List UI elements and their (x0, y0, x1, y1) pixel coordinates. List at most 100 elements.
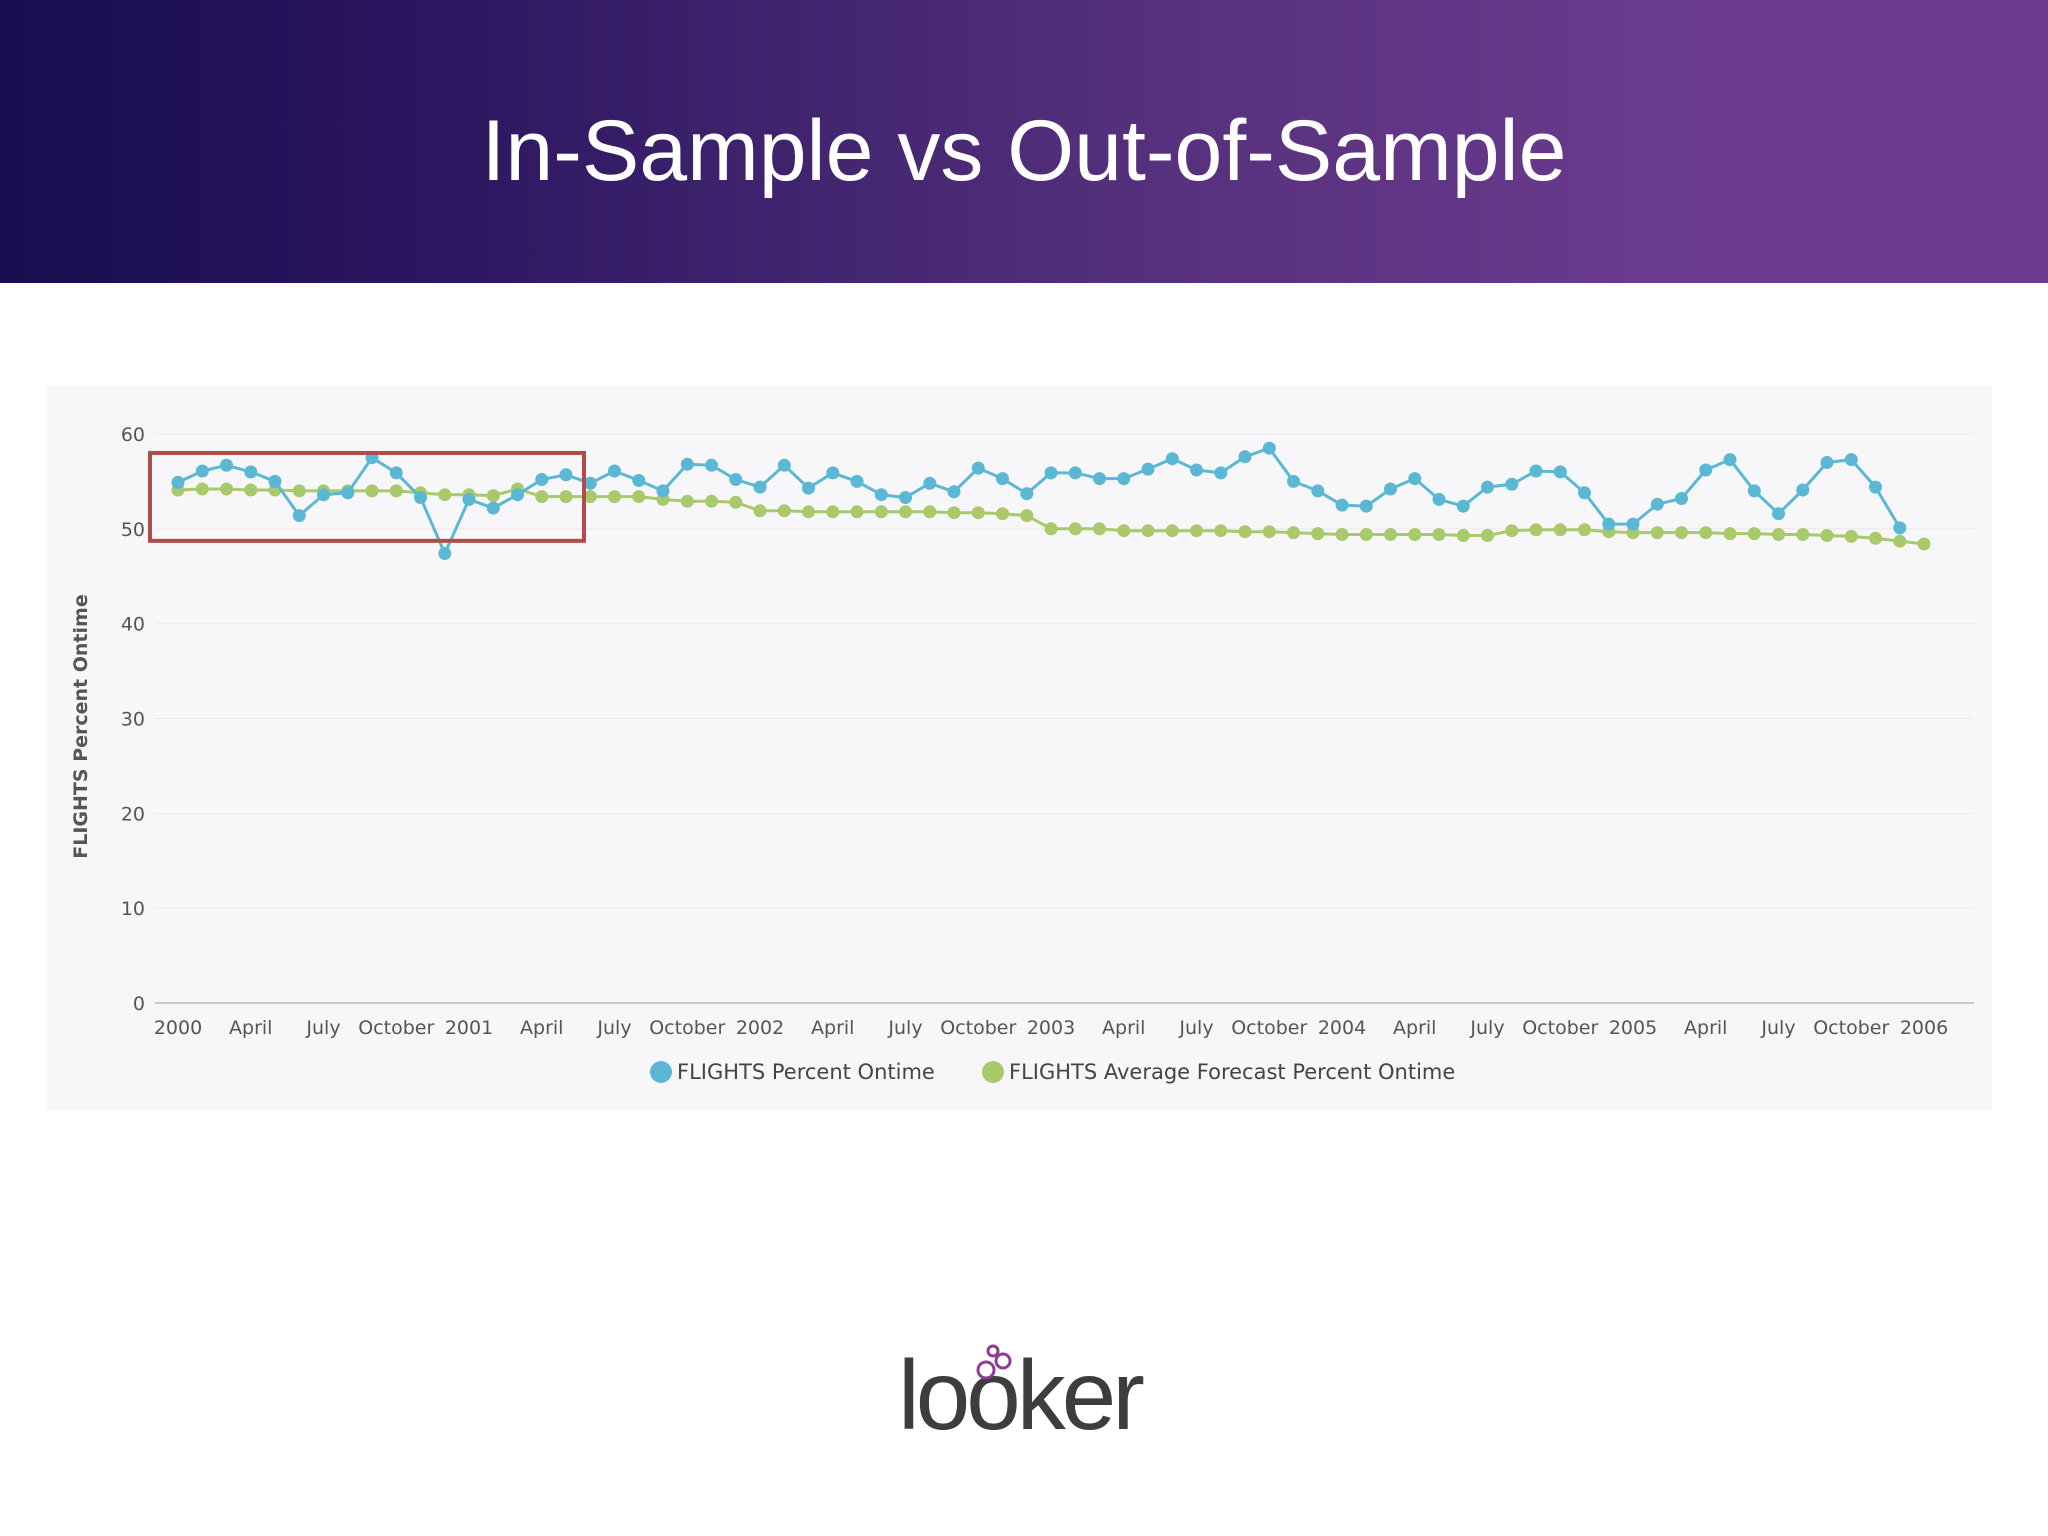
data-point (874, 505, 888, 519)
x-tick-label: April (811, 1017, 854, 1039)
data-point (1093, 522, 1106, 536)
data-point (535, 490, 549, 504)
y-tick-label: 20 (121, 803, 145, 825)
data-point (317, 488, 330, 502)
data-point (947, 485, 961, 499)
data-point (1578, 486, 1591, 500)
data-point (220, 458, 233, 472)
data-point (971, 461, 985, 475)
x-tick-label: 2003 (1027, 1017, 1075, 1039)
data-point (1165, 452, 1179, 466)
data-point (1699, 526, 1713, 540)
x-tick-label: October (940, 1017, 1016, 1039)
slide-header: In-Sample vs Out-of-Sample (0, 0, 2048, 283)
x-tick-label: April (1102, 1017, 1145, 1039)
data-point (1141, 462, 1155, 476)
data-point (1141, 524, 1155, 538)
data-point (414, 491, 427, 504)
legend-marker (982, 1061, 1004, 1083)
data-point (1650, 526, 1664, 540)
data-point (1456, 499, 1470, 513)
data-point (1044, 466, 1058, 480)
data-point (1408, 472, 1422, 486)
data-point (1917, 537, 1931, 551)
data-point (195, 464, 209, 478)
legend-label: FLIGHTS Percent Ontime (677, 1060, 935, 1084)
data-point (1020, 487, 1034, 501)
x-tick-label: October (1813, 1017, 1889, 1039)
data-point (171, 475, 185, 489)
x-tick-label: July (1178, 1017, 1213, 1039)
data-point (971, 506, 985, 520)
data-point (365, 484, 379, 498)
data-point (729, 473, 743, 486)
data-point (1359, 499, 1373, 513)
data-point (1675, 492, 1688, 505)
data-point (1044, 522, 1058, 536)
x-tick-label: 2004 (1318, 1017, 1366, 1039)
data-point (244, 465, 258, 479)
data-point (1505, 524, 1519, 538)
data-point (802, 505, 815, 519)
y-tick-label: 0 (133, 993, 145, 1015)
data-point (850, 474, 864, 488)
data-point (1214, 466, 1228, 480)
data-point (1190, 463, 1203, 477)
data-point (1529, 523, 1543, 537)
data-point (1820, 456, 1834, 469)
data-point (220, 482, 233, 496)
data-point (1384, 482, 1397, 496)
data-point (1675, 526, 1688, 540)
data-point (1020, 509, 1034, 523)
logo-circles-icon (976, 1344, 1012, 1380)
data-point (1796, 483, 1810, 497)
data-point (1287, 474, 1300, 488)
data-point (1335, 498, 1349, 512)
y-tick-label: 10 (121, 898, 145, 920)
data-point (1165, 524, 1179, 538)
data-point (1238, 525, 1252, 539)
data-point (389, 484, 403, 498)
data-point (1456, 529, 1470, 542)
data-point (1893, 521, 1907, 535)
data-point (1578, 523, 1591, 537)
data-point (1772, 528, 1785, 541)
line-chart: 0 10 20 30 40 50 60 FLIGHTS Percent Ontime 2000 A… (70, 424, 1974, 1084)
logo-wordmark: looker (898, 1340, 1145, 1450)
data-point (996, 507, 1009, 521)
data-point (680, 494, 694, 508)
data-point (1432, 528, 1446, 541)
data-point (1723, 527, 1737, 541)
x-tick-label: April (1393, 1017, 1436, 1039)
x-tick-label: October (1522, 1017, 1598, 1039)
data-point (1481, 529, 1494, 542)
data-point (1214, 524, 1228, 538)
data-point (559, 468, 573, 482)
data-point (1190, 524, 1203, 538)
x-tick-label: July (596, 1017, 631, 1039)
data-point (1505, 477, 1519, 491)
data-point (608, 490, 621, 504)
x-tick-label: 2006 (1900, 1017, 1948, 1039)
data-point (608, 464, 621, 478)
data-point (341, 486, 355, 500)
x-tick-label: October (1231, 1017, 1307, 1039)
legend-marker (650, 1061, 672, 1083)
data-point (486, 489, 500, 503)
data-point (826, 466, 840, 480)
data-point (195, 482, 209, 496)
y-tick-label: 60 (121, 424, 145, 446)
x-tick-label: April (229, 1017, 272, 1039)
data-point (1432, 492, 1446, 506)
data-point (583, 490, 597, 504)
data-point (1481, 480, 1494, 494)
data-point (632, 474, 646, 487)
data-point (1117, 524, 1131, 538)
data-point (268, 474, 282, 488)
data-point (753, 480, 767, 494)
data-point (1529, 464, 1543, 478)
data-point (899, 505, 912, 519)
x-tick-label: July (887, 1017, 922, 1039)
data-point (462, 492, 476, 506)
data-point (1747, 484, 1761, 498)
